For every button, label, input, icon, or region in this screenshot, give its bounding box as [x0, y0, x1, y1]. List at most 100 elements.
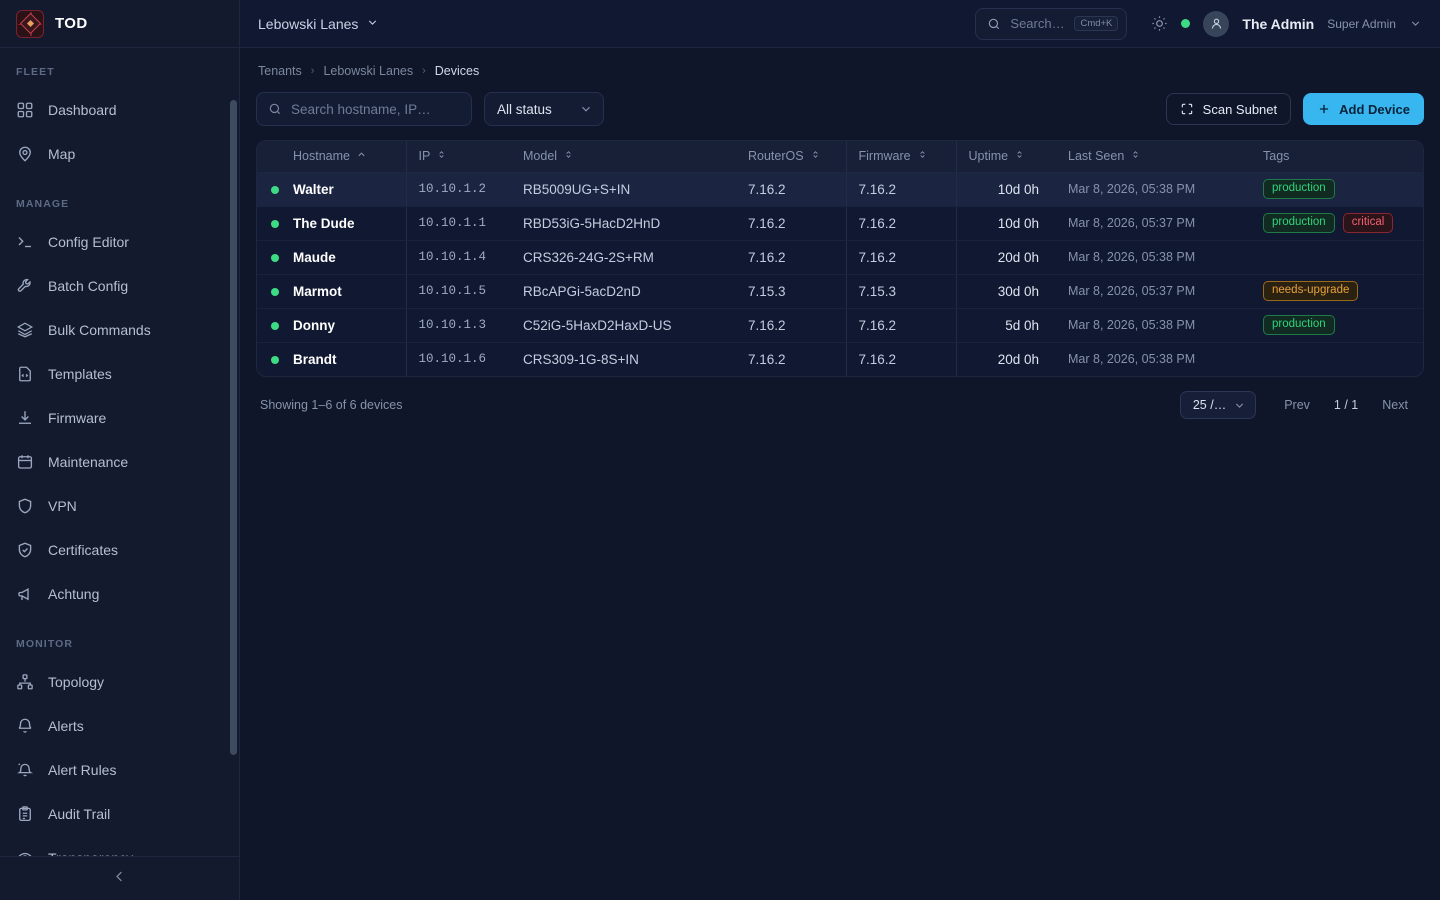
row-hostname-cell[interactable]: Walter	[291, 172, 406, 207]
chevron-down-icon	[366, 16, 379, 32]
column-routeros[interactable]: RouterOS	[736, 141, 846, 173]
column-firmware[interactable]: Firmware	[845, 141, 956, 173]
breadcrumb-item-tenants[interactable]: Tenants	[258, 64, 302, 78]
sidebar-item-map[interactable]: Map	[0, 132, 239, 176]
avatar[interactable]	[1203, 10, 1230, 37]
page-indicator: 1 / 1	[1333, 398, 1359, 412]
table-row[interactable]: Brandt 10.10.1.6 CRS309-1G-8S+IN 7.16.2 7.16…	[257, 342, 1423, 376]
nav-section-label: FLEET	[16, 66, 55, 78]
column-hostname[interactable]: Hostname	[291, 141, 406, 173]
brand[interactable]: TOD	[0, 0, 239, 48]
tag-badge[interactable]: critical	[1342, 213, 1394, 233]
sidebar-item-transparency[interactable]: Transparency	[0, 836, 239, 856]
row-uptime-cell: 30d 0h	[955, 274, 1051, 309]
sidebar-item-config-editor[interactable]: Config Editor	[0, 220, 239, 264]
table-row[interactable]: Marmot 10.10.1.5 RBcAPGi-5acD2nD 7.15.3 7.15…	[257, 274, 1423, 309]
breadcrumb-item-tenant[interactable]: Lebowski Lanes	[323, 64, 414, 78]
row-routeros-cell: 7.16.2	[736, 240, 846, 275]
showing-count: Showing 1–6 of 6 devices	[260, 398, 403, 412]
sidebar-item-alert-rules[interactable]: Alert Rules	[0, 748, 239, 792]
scan-subnet-label: Scan Subnet	[1202, 101, 1278, 117]
tag-badge[interactable]: production	[1263, 179, 1335, 199]
row-last-seen-cell: Mar 8, 2026, 05:37 PM	[1051, 274, 1251, 309]
shield-icon	[16, 497, 34, 515]
user-menu-chevron-down-icon[interactable]	[1409, 17, 1422, 30]
row-hostname-cell[interactable]: Brandt	[293, 351, 337, 367]
sidebar-item-certificates[interactable]: Certificates	[0, 528, 239, 572]
row-model-cell: RBD53iG-5HacD2HnD	[511, 206, 736, 241]
row-firmware-cell: 7.16.2	[845, 172, 956, 207]
add-device-button[interactable]: Add Device	[1303, 93, 1424, 125]
sidebar-item-achtung[interactable]: Achtung	[0, 572, 239, 616]
connection-status-dot	[1181, 19, 1191, 28]
table-row[interactable]: Walter 10.10.1.2 RB5009UG+S+IN 7.16.2 7.16.2…	[257, 172, 1423, 207]
row-hostname-cell[interactable]: The Dude	[291, 206, 406, 241]
row-firmware-cell: 7.15.3	[845, 274, 956, 309]
row-hostname-cell[interactable]: Marmot	[291, 274, 406, 309]
column-label: Last Seen	[1068, 149, 1125, 164]
row-tags-cell: needs-upgrade	[1251, 274, 1423, 309]
page-size-select[interactable]: 25 /…	[1179, 391, 1257, 419]
sidebar-item-label: Alert Rules	[48, 762, 117, 778]
sort-none-icon	[563, 149, 574, 163]
row-routeros-cell: 7.16.2	[736, 206, 846, 241]
clipboard-list-icon	[16, 805, 34, 823]
table-row[interactable]: Maude 10.10.1.4 CRS326-24G-2S+RM 7.16.2 7.16…	[257, 240, 1423, 275]
search-input[interactable]	[291, 101, 460, 117]
sort-none-icon	[1130, 149, 1141, 163]
tag-badge[interactable]: needs-upgrade	[1263, 281, 1359, 301]
sidebar-scrollbar[interactable]	[230, 100, 237, 755]
row-last-seen-cell: Mar 8, 2026, 05:37 PM	[1051, 206, 1251, 241]
devices-table: Hostname IP Model RouterOS	[257, 141, 1423, 376]
row-hostname-cell[interactable]: Maude	[291, 240, 406, 275]
tenant-switcher[interactable]: Lebowski Lanes	[254, 12, 383, 36]
sidebar-item-bulk-commands[interactable]: Bulk Commands	[0, 308, 239, 352]
column-model[interactable]: Model	[511, 141, 736, 173]
sidebar-collapse-button[interactable]	[0, 856, 239, 900]
global-search-box[interactable]: Search… Cmd+K	[975, 7, 1128, 40]
tag-badge[interactable]: production	[1263, 315, 1335, 335]
device-search-box[interactable]	[256, 92, 472, 126]
tag-badge[interactable]: production	[1263, 213, 1335, 233]
sidebar-item-firmware[interactable]: Firmware	[0, 396, 239, 440]
row-uptime-cell: 20d 0h	[955, 240, 1051, 275]
row-hostname-cell[interactable]: Donny	[291, 308, 406, 343]
sort-none-icon	[1014, 149, 1025, 163]
search-icon	[268, 102, 282, 116]
scan-subnet-button[interactable]: Scan Subnet	[1165, 93, 1292, 125]
sidebar-item-audit-trail[interactable]: Audit Trail	[0, 792, 239, 836]
column-uptime[interactable]: Uptime	[955, 141, 1051, 173]
sidebar-item-vpn[interactable]: VPN	[0, 484, 239, 528]
sidebar-item-batch-config[interactable]: Batch Config	[0, 264, 239, 308]
topbar-actions: The Admin Super Admin	[1151, 10, 1422, 37]
next-page-button[interactable]: Next	[1382, 398, 1408, 412]
sidebar-item-maintenance[interactable]: Maintenance	[0, 440, 239, 484]
row-firmware-cell: 7.16.2	[845, 308, 956, 343]
table-row[interactable]: The Dude 10.10.1.1 RBD53iG-5HacD2HnD 7.16.2…	[257, 206, 1423, 241]
row-firmware-cell: 7.16.2	[845, 240, 956, 275]
row-model-cell: RB5009UG+S+IN	[511, 172, 736, 207]
table-row[interactable]: Donny 10.10.1.3 C52iG-5HaxD2HaxD-US 7.16.2 7…	[257, 308, 1423, 343]
sidebar-item-templates[interactable]: Templates	[0, 352, 239, 396]
row-status-cell	[257, 274, 291, 309]
online-status-dot	[271, 287, 279, 296]
search-icon	[987, 17, 1001, 31]
row-routeros-cell: 7.16.2	[748, 351, 786, 367]
column-last-seen[interactable]: Last Seen	[1051, 141, 1251, 173]
column-ip[interactable]: IP	[405, 141, 511, 173]
sidebar-item-dashboard[interactable]: Dashboard	[0, 88, 239, 132]
prev-page-button[interactable]: Prev	[1284, 398, 1310, 412]
online-status-dot	[271, 219, 279, 228]
status-filter-select[interactable]: All status	[484, 92, 604, 126]
network-icon	[16, 673, 34, 691]
sun-icon[interactable]	[1151, 15, 1168, 32]
user-name: The Admin	[1242, 15, 1315, 32]
row-routeros-cell: 7.16.2	[736, 308, 846, 343]
column-status	[257, 141, 291, 173]
row-uptime-cell: 10d 0h	[955, 172, 1051, 207]
sidebar-item-topology[interactable]: Topology	[0, 660, 239, 704]
download-icon	[16, 409, 34, 427]
sidebar-item-alerts[interactable]: Alerts	[0, 704, 239, 748]
calendar-icon	[16, 453, 34, 471]
online-status-dot	[271, 355, 279, 364]
